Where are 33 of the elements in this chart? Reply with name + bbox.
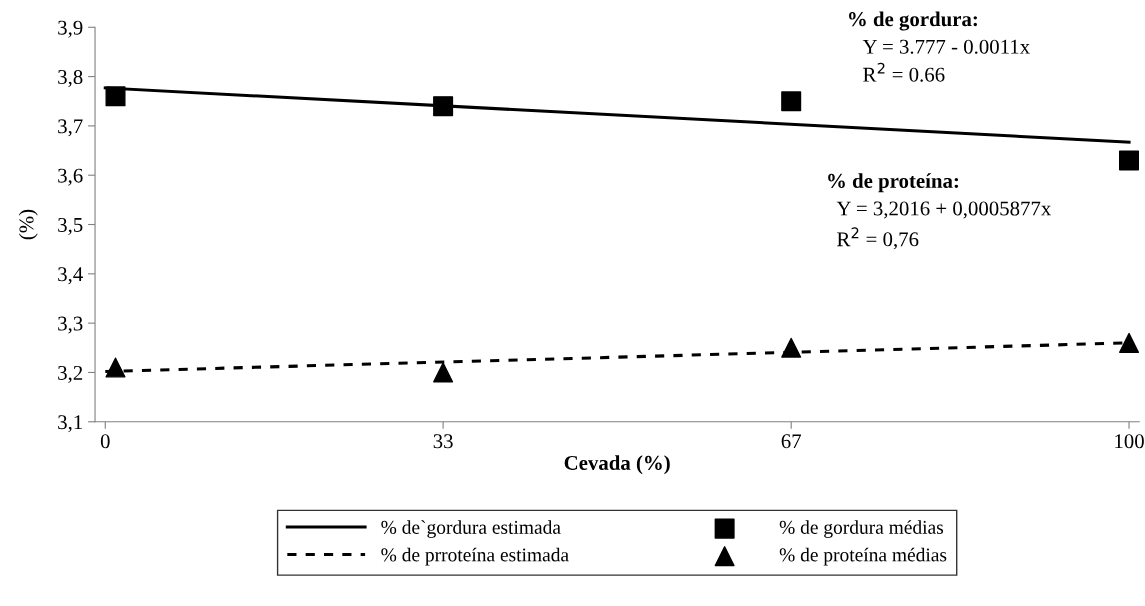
point (781, 91, 802, 112)
annotation: Y = 3.777 - 0.0011x (862, 39, 1030, 54)
y-tick-label: 3,6 (58, 168, 83, 186)
y-tick-label: 3,4 (58, 267, 83, 285)
legend-label: % de proteína médias (779, 547, 947, 566)
point (433, 362, 454, 383)
annotation: % de proteína: (828, 173, 959, 193)
point (105, 357, 126, 378)
point (1119, 332, 1140, 353)
legend-label: % de gordura médias (779, 520, 944, 538)
y-tick-label: 3,3 (58, 316, 83, 334)
point (781, 337, 802, 358)
point (1119, 150, 1140, 171)
y-tick-label: 3,7 (58, 119, 83, 137)
x-tick-label: 100 (1115, 434, 1144, 449)
y-axis-title: (%) (18, 209, 38, 240)
annotation: R$^{2}$ = 0,76 (837, 227, 919, 250)
x-tick-label: 33 (433, 434, 453, 449)
y-tick-label: 3,5 (58, 217, 83, 235)
legend-label: % de`gordura estimada (381, 520, 561, 538)
annotation: Y = 3,2016 + 0,0005877x (836, 201, 1052, 219)
y-tick-label: 3,8 (58, 69, 83, 88)
y-tick-label: 3,1 (58, 415, 82, 433)
y-tick-label: 3,9 (58, 20, 83, 38)
legend-label: % de prroteína estimada (381, 547, 569, 566)
x-tick-label: 0 (100, 434, 110, 449)
x-tick-label: 67 (781, 434, 802, 449)
annotation: % de gordura: (849, 11, 977, 31)
annotation: R$^{2}$ = 0.66 (863, 62, 945, 82)
point (105, 86, 126, 107)
point (433, 96, 454, 117)
y-tick-label: 3,2 (58, 365, 83, 383)
x-axis-title: Cevada (%) (564, 455, 670, 475)
